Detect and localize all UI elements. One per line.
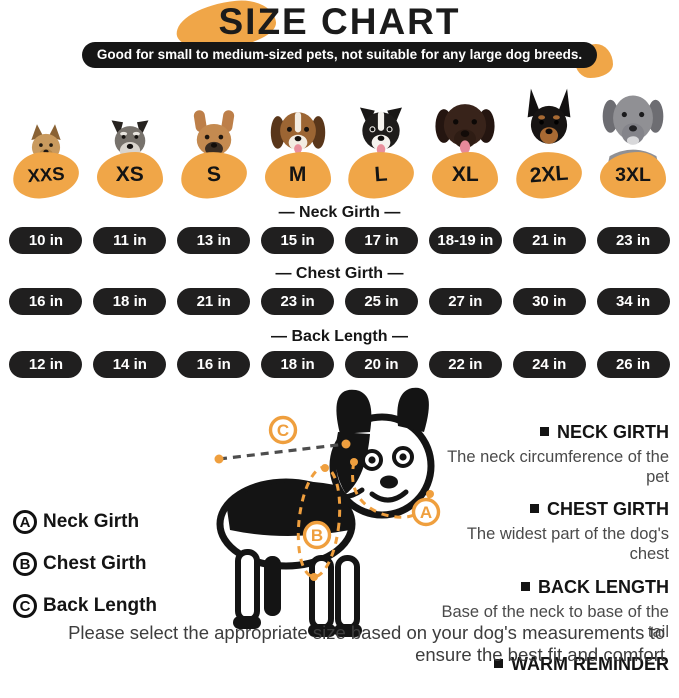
dog-size-row: XXS XS [0, 74, 679, 201]
neck-girth-header: — Neck Girth — [278, 204, 401, 221]
back-value-2xl: 24 in [512, 351, 586, 378]
chest-value-l: 25 in [344, 288, 418, 315]
neck-girth-definition: The neck circumference of the pet [447, 448, 669, 487]
dog-measurement-diagram: C B A [186, 382, 458, 649]
size-column-3xl: 3XL [594, 74, 672, 198]
neck-value-xl: 18-19 in [428, 227, 502, 254]
back-value-m: 18 in [261, 351, 335, 378]
square-bullet-icon [521, 581, 530, 591]
legend-item-back: C Back Length [13, 594, 157, 618]
french-bulldog-diagram-icon: C B A [214, 387, 441, 637]
banner-wrap: Good for small to medium-sized pets, not… [81, 42, 614, 78]
measuring-guide-section: A Neck Girth B Chest Girth C Back Length [0, 378, 679, 674]
neck-girth-row: 10 in 11 in 13 in 15 in 17 in 18-19 in 2… [0, 227, 679, 254]
chest-girth-definition-heading: CHEST GIRTH [435, 499, 669, 520]
chest-value-xl: 27 in [428, 288, 502, 315]
definitions-column: NECK GIRTH The neck circumference of the… [435, 422, 670, 675]
warm-reminder-heading: WARM REMINDER [435, 654, 669, 675]
back-length-row: 12 in 14 in 16 in 18 in 20 in 22 in 24 i… [0, 351, 679, 378]
chest-value-3xl: 34 in [596, 288, 670, 315]
back-value-xxs: 12 in [9, 351, 83, 378]
chest-girth-row: 16 in 18 in 21 in 23 in 25 in 27 in 30 i… [0, 288, 679, 315]
back-length-header: — Back Length — [271, 328, 408, 345]
square-bullet-icon [494, 658, 503, 668]
legend-label-chest: Chest Girth [43, 553, 147, 574]
page-title: SIZE CHART [218, 1, 461, 42]
back-value-xl: 22 in [428, 351, 502, 378]
chest-value-s: 21 in [177, 288, 251, 315]
legend-label-back: Back Length [43, 595, 158, 616]
neck-value-m: 15 in [261, 227, 335, 254]
measurement-legend: A Neck Girth B Chest Girth C Back Length [13, 510, 157, 618]
chest-value-2xl: 30 in [512, 288, 586, 315]
mark-b: B [311, 526, 323, 545]
legend-key-a: A [13, 510, 37, 534]
mark-c: C [277, 421, 289, 440]
legend-item-chest: B Chest Girth [13, 552, 157, 576]
header: SIZE CHART Good for small to medium-size… [0, 0, 679, 78]
neck-value-xs: 11 in [93, 227, 167, 254]
size-column-l: L [346, 74, 416, 201]
size-column-xs: XS [96, 74, 163, 198]
chest-value-xxs: 16 in [9, 288, 83, 315]
chest-girth-definition: The widest part of the dog's chest [466, 525, 669, 564]
square-bullet-icon [529, 504, 539, 514]
back-value-xs: 14 in [93, 351, 167, 378]
legend-key-b: B [13, 552, 37, 576]
chest-girth-header: — Chest Girth — [275, 265, 404, 282]
neck-value-3xl: 23 in [596, 227, 670, 254]
size-badge: M [264, 152, 331, 198]
chest-value-m: 23 in [261, 288, 335, 315]
size-column-m: M [263, 74, 333, 198]
size-column-2xl: 2XL [512, 74, 586, 201]
neck-value-xxs: 10 in [9, 227, 83, 254]
size-badge: 3XL [600, 152, 667, 198]
legend-item-neck: A Neck Girth [13, 510, 157, 534]
back-length-definition: Base of the neck to base of the tail [441, 602, 670, 641]
neck-girth-definition-heading: NECK GIRTH [435, 422, 669, 443]
back-length-definition-heading: BACK LENGTH [435, 577, 669, 598]
legend-key-c: C [13, 594, 37, 618]
size-column-xl: XL [427, 74, 503, 198]
suitability-banner: Good for small to medium-sized pets, not… [81, 42, 598, 68]
mark-a: A [420, 503, 432, 522]
neck-value-l: 17 in [344, 227, 418, 254]
back-value-3xl: 26 in [596, 351, 670, 378]
neck-value-2xl: 21 in [512, 227, 586, 254]
size-badge: XS [96, 152, 163, 198]
size-column-xxs: XXS [11, 74, 81, 201]
legend-label-neck: Neck Girth [43, 511, 140, 532]
chest-value-xs: 18 in [93, 288, 167, 315]
square-bullet-icon [540, 427, 549, 436]
neck-value-s: 13 in [177, 227, 251, 254]
warm-reminder-text: Please select the appropriate size based… [68, 621, 665, 665]
back-value-s: 16 in [177, 351, 251, 378]
size-column-s: S [179, 74, 249, 201]
back-value-l: 20 in [344, 351, 418, 378]
size-badge: XL [432, 152, 499, 198]
